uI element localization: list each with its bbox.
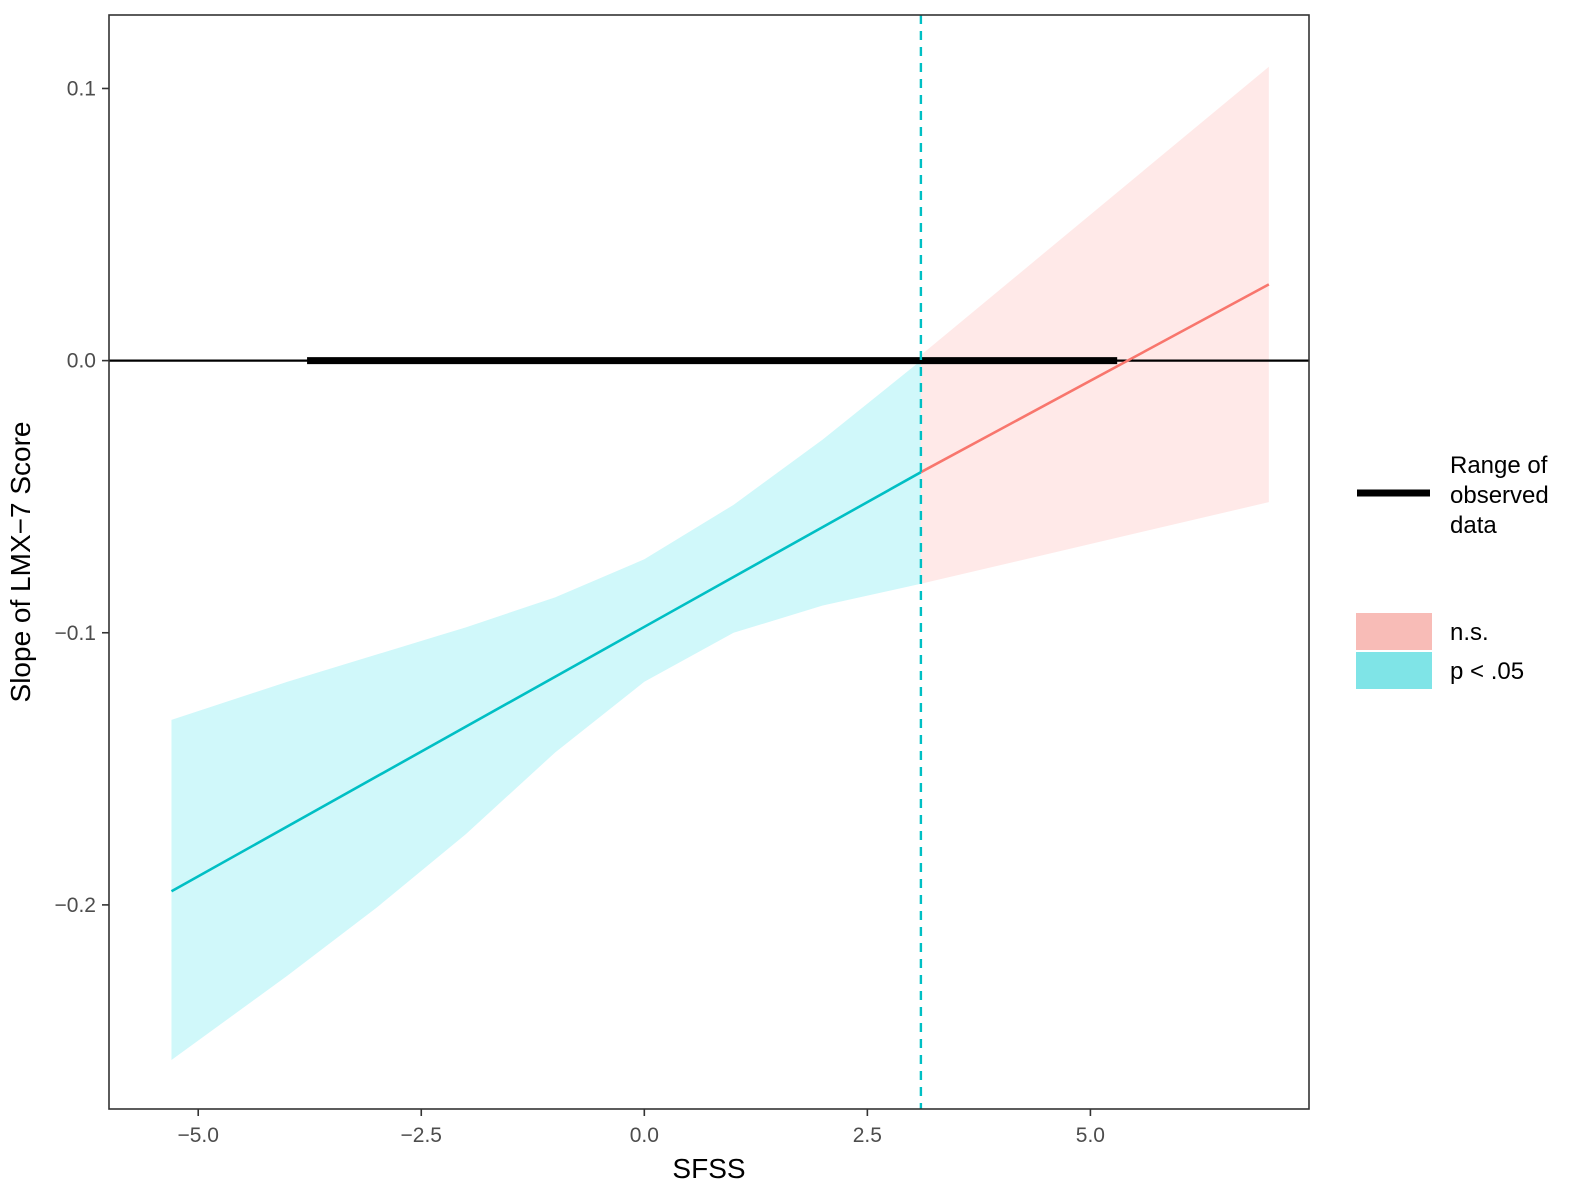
x-tick-label: −5.0 (177, 1124, 218, 1147)
y-tick-label: −0.1 (55, 622, 96, 645)
x-tick-label: 0.0 (630, 1124, 659, 1147)
y-axis-title: Slope of LMX−7 Score (5, 422, 36, 703)
ci-band-significant (171, 360, 921, 1061)
x-tick-label: −2.5 (401, 1124, 442, 1147)
slope-lines (170, 283, 1270, 893)
x-axis: −5.0 −2.5 0.0 2.5 5.0 (177, 1109, 1105, 1147)
legend-key-swatch (1356, 652, 1432, 689)
legend-range-label: Range of (1450, 452, 1548, 479)
legend: Range of observed data n.s. p < .05 (1356, 452, 1549, 689)
slope-line-not-significant (920, 283, 1270, 474)
legend-key-label: n.s. (1450, 619, 1489, 646)
legend-range-label: observed (1450, 482, 1549, 509)
y-axis: 0.1 0.0 −0.1 −0.2 (55, 77, 109, 917)
x-tick-label: 5.0 (1076, 1124, 1105, 1147)
slope-line-significant (170, 471, 922, 893)
y-tick-label: 0.0 (67, 350, 96, 373)
legend-range-label: data (1450, 512, 1497, 539)
x-tick-label: 2.5 (853, 1124, 882, 1147)
ci-band-not-significant (920, 66, 1269, 584)
legend-key-swatch (1356, 613, 1432, 650)
y-tick-label: −0.2 (55, 894, 96, 917)
confidence-bands (171, 66, 1269, 1061)
x-axis-title: SFSS (672, 1153, 745, 1184)
plot-panel-border (108, 14, 1310, 1110)
legend-key-label: p < .05 (1450, 658, 1524, 685)
y-tick-label: 0.1 (67, 77, 96, 100)
